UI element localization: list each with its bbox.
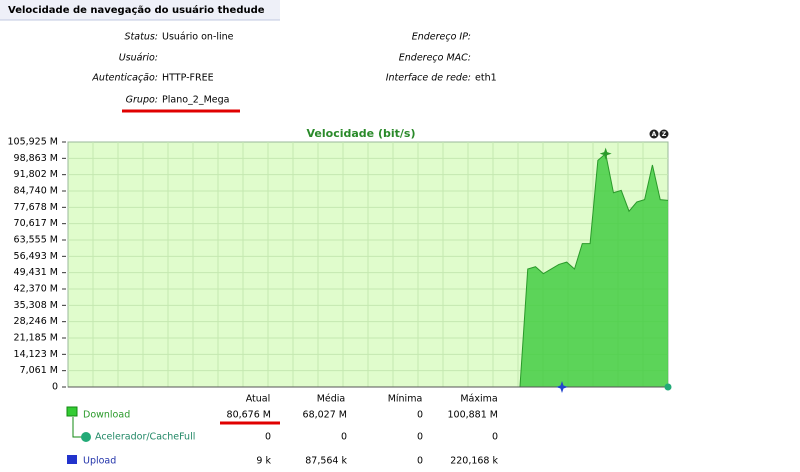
legend-icon	[81, 432, 91, 442]
y-tick-label: 21,185 M	[14, 333, 58, 344]
header-title: Velocidade de navegação do usuário thedu…	[8, 4, 265, 16]
field-label: Interface de rede:	[386, 73, 471, 84]
field-value: HTTP-FREE	[162, 73, 214, 84]
field-label: Usuário:	[119, 53, 158, 64]
area	[68, 153, 668, 387]
y-tick-label: 84,740 M	[14, 186, 58, 197]
y-tick-label: 7,061 M	[20, 365, 58, 376]
y-tick-label: 77,678 M	[14, 202, 58, 213]
field-label: Endereço IP:	[412, 32, 471, 43]
field-value: eth1	[475, 73, 497, 84]
y-tick-label: 63,555 M	[14, 235, 58, 246]
zoom-button[interactable]	[649, 129, 659, 139]
y-tick-label: 0	[52, 382, 58, 393]
legend-label: Download	[83, 410, 130, 421]
stat-value: 220,168 k	[450, 456, 498, 467]
tree-line	[72, 417, 82, 438]
field-value: Usuário on-line	[162, 32, 234, 43]
header-bar	[0, 0, 280, 20]
stat-value: 0	[417, 410, 423, 421]
column-header: Mínima	[388, 394, 423, 405]
stat-value: 68,027 M	[303, 410, 347, 421]
y-tick-label: 56,493 M	[14, 251, 58, 262]
stat-value: 9 k	[256, 456, 271, 467]
zoom-button-label[interactable]: A	[652, 131, 657, 138]
y-tick-label: 49,431 M	[14, 267, 58, 278]
y-tick-label: 14,123 M	[14, 349, 58, 360]
column-header: Média	[317, 394, 346, 405]
legend-label: Upload	[83, 456, 116, 467]
legend-label: Acelerador/CacheFull	[95, 432, 195, 443]
y-tick-label: 98,863 M	[14, 153, 58, 164]
field-label: Grupo:	[126, 95, 158, 106]
y-tick-label: 28,246 M	[14, 316, 58, 327]
field-value: Plano_2_Mega	[162, 95, 229, 106]
field-label: Status:	[125, 32, 158, 43]
column-header: Atual	[246, 394, 271, 405]
stat-value: 0	[265, 432, 271, 443]
marker	[556, 381, 568, 393]
stat-value: 0	[341, 432, 347, 443]
stat-value: 87,564 k	[305, 456, 347, 467]
chart-title: Velocidade (bit/s)	[307, 127, 416, 140]
y-tick-label: 70,617 M	[14, 218, 58, 229]
legend-icon	[66, 406, 78, 417]
field-label: Endereço MAC:	[399, 53, 471, 64]
field-label: Autenticação:	[91, 73, 158, 84]
y-tick-label: 42,370 M	[14, 284, 58, 295]
stat-value: 0	[417, 432, 423, 443]
stat-value: 100,881 M	[447, 410, 498, 421]
y-tick-label: 105,925 M	[7, 137, 58, 148]
stat-value: 80,676 M	[227, 410, 271, 421]
column-header: Máxima	[460, 394, 497, 405]
zoom-button[interactable]	[659, 129, 669, 139]
y-tick-label: 91,802 M	[14, 169, 58, 180]
legend-icon	[67, 455, 77, 464]
max-marker	[599, 147, 612, 160]
zoom-button-label[interactable]: Z	[662, 131, 667, 138]
stat-value: 0	[492, 432, 498, 443]
marker	[664, 383, 672, 391]
y-tick-label: 35,308 M	[14, 300, 58, 311]
stat-value: 0	[417, 456, 423, 467]
